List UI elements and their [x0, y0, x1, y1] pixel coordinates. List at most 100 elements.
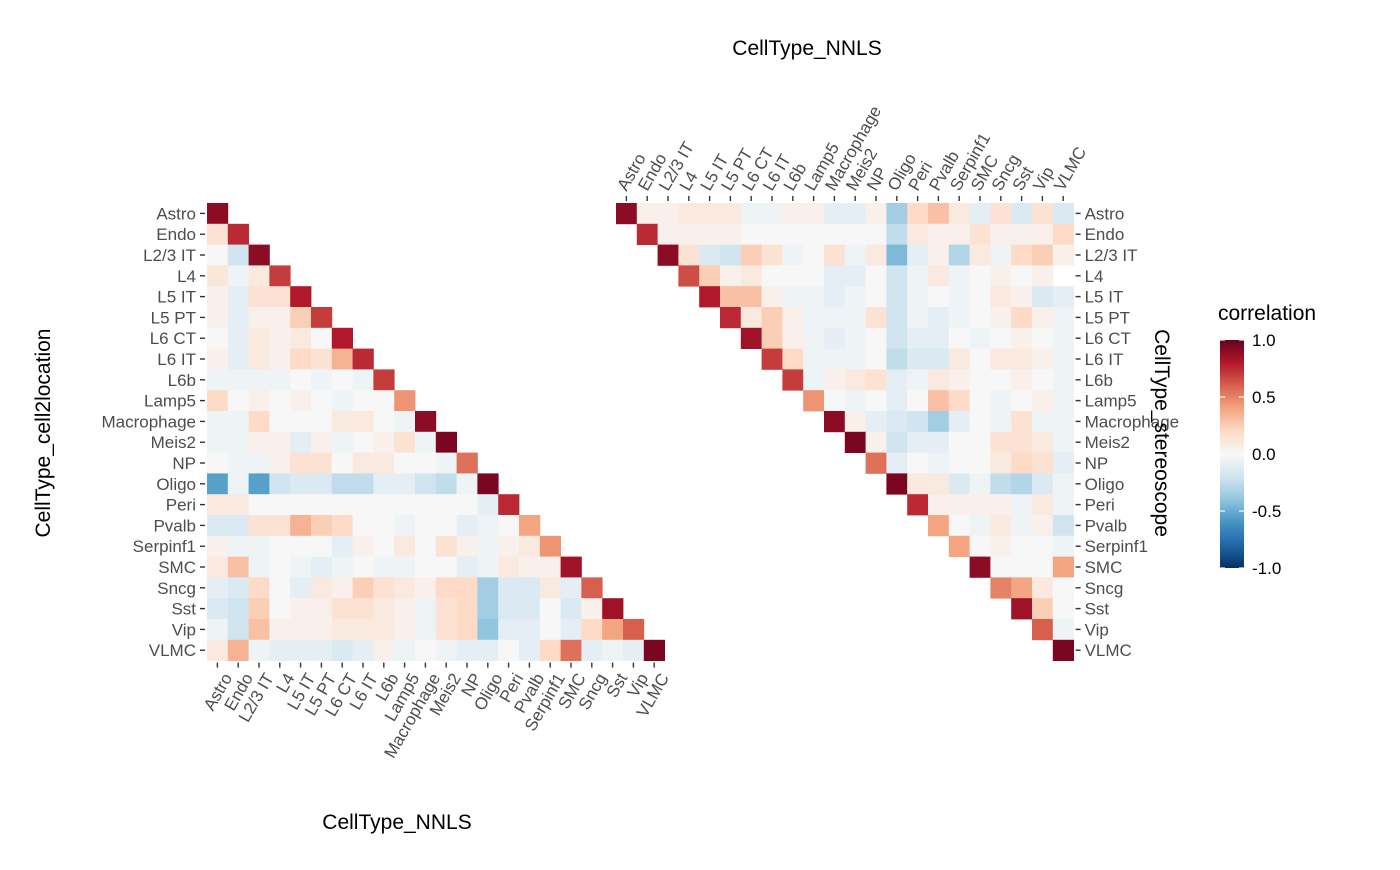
right-cell-l2-3-it-macrophage — [824, 244, 846, 266]
right-cell-l5-pt-vlmc — [1052, 307, 1074, 329]
left-cell-l2-3-it-endo — [227, 244, 249, 266]
right-cell-oligo-sncg — [990, 473, 1012, 495]
left-cell-l6b-l5-it — [290, 369, 312, 391]
legend-tick-label: -0.5 — [1252, 502, 1281, 521]
right-ytick-label: Endo — [1085, 225, 1125, 244]
legend-title: correlation — [1218, 302, 1316, 325]
right-cell-l6-it-sncg — [990, 348, 1012, 370]
right-cell-l5-it-peri — [907, 286, 929, 308]
right-cell-astro-macrophage — [824, 203, 846, 225]
left-cell-lamp5-lamp5 — [394, 390, 416, 412]
right-cell-l2-3-it-oligo — [886, 244, 908, 266]
left-ytick-label: Sst — [171, 600, 196, 619]
left-cell-vip-meis2 — [435, 619, 457, 641]
left-cell-np-l5-it — [290, 452, 312, 474]
right-cell-l6b-vip — [1032, 369, 1054, 391]
left-cell-l6-ct-l4 — [269, 327, 291, 349]
left-cell-macrophage-l2-3-it — [248, 411, 270, 433]
right-cell-l5-it-vlmc — [1052, 286, 1074, 308]
left-cell-macrophage-l4 — [269, 411, 291, 433]
left-cell-smc-l6-ct — [331, 556, 353, 578]
right-cell-peri-sst — [1011, 494, 1033, 516]
left-ytick-label: L5 IT — [157, 288, 196, 307]
right-cell-l5-it-smc — [969, 286, 991, 308]
right-cell-astro-lamp5 — [803, 203, 825, 225]
left-cell-meis2-l6-it — [352, 431, 374, 453]
right-cell-l6-ct-np — [865, 327, 887, 349]
left-cell-serpinf1-lamp5 — [394, 535, 416, 557]
right-cell-astro-l6-ct — [740, 203, 762, 225]
left-cell-endo-astro — [207, 223, 229, 245]
left-cell-serpinf1-serpinf1 — [539, 535, 561, 557]
right-cell-l5-it-pvalb — [928, 286, 950, 308]
left-cell-smc-oligo — [477, 556, 499, 578]
left-ytick-label: Peri — [166, 496, 196, 515]
right-cell-l6-it-vlmc — [1052, 348, 1074, 370]
right-cell-endo-l6-it — [761, 223, 783, 245]
left-cell-serpinf1-meis2 — [435, 535, 457, 557]
right-cell-l6b-lamp5 — [803, 369, 825, 391]
right-cell-smc-sst — [1011, 556, 1033, 578]
left-cell-vlmc-l6b — [373, 639, 395, 661]
left-cell-sst-pvalb — [519, 598, 541, 620]
left-cell-sst-l5-pt — [311, 598, 333, 620]
right-cell-l5-it-np — [865, 286, 887, 308]
right-cell-l5-it-macrophage — [824, 286, 846, 308]
right-ytick-label: L5 IT — [1085, 288, 1124, 307]
right-cell-l4-macrophage — [824, 265, 846, 287]
right-cell-meis2-sncg — [990, 431, 1012, 453]
right-cell-astro-sncg — [990, 203, 1012, 225]
left-cell-l6-ct-astro — [207, 327, 229, 349]
left-cell-meis2-meis2 — [435, 431, 457, 453]
left-cell-macrophage-l6-it — [352, 411, 374, 433]
right-cell-l4-l5-it — [699, 265, 721, 287]
left-cell-peri-astro — [207, 494, 229, 516]
left-cell-np-l4 — [269, 452, 291, 474]
left-cell-pvalb-astro — [207, 515, 229, 537]
right-cell-l6b-oligo — [886, 369, 908, 391]
right-cell-l6-it-pvalb — [928, 348, 950, 370]
left-cell-meis2-macrophage — [415, 431, 437, 453]
left-cell-sncg-endo — [227, 577, 249, 599]
left-cell-vip-np — [456, 619, 478, 641]
right-cell-l5-pt-lamp5 — [803, 307, 825, 329]
left-cell-l6-ct-l5-it — [290, 327, 312, 349]
left-cell-endo-endo — [227, 223, 249, 245]
left-cell-vip-macrophage — [415, 619, 437, 641]
left-cell-peri-l6-ct — [331, 494, 353, 516]
right-cell-l5-pt-l6-ct — [740, 307, 762, 329]
left-cell-peri-l2-3-it — [248, 494, 270, 516]
right-cell-l5-pt-peri — [907, 307, 929, 329]
right-cell-sst-vip — [1032, 598, 1054, 620]
right-cell-l5-it-l5-pt — [720, 286, 742, 308]
right-cell-l4-np — [865, 265, 887, 287]
left-cell-lamp5-l6b — [373, 390, 395, 412]
right-cell-l6-it-peri — [907, 348, 929, 370]
left-cell-oligo-l5-pt — [311, 473, 333, 495]
left-ytick-label: VLMC — [149, 641, 196, 660]
right-cell-peri-serpinf1 — [948, 494, 970, 516]
left-cell-meis2-l5-it — [290, 431, 312, 453]
left-cell-np-l6-ct — [331, 452, 353, 474]
left-cell-sst-sncg — [581, 598, 603, 620]
right-cell-l5-pt-l6b — [782, 307, 804, 329]
legend-tick-label: 0.0 — [1252, 445, 1276, 464]
left-cell-macrophage-macrophage — [415, 411, 437, 433]
left-cell-sst-peri — [498, 598, 520, 620]
right-cell-peri-peri — [907, 494, 929, 516]
left-cell-peri-l6b — [373, 494, 395, 516]
right-cell-astro-vlmc — [1052, 203, 1074, 225]
left-ytick-label: Sncg — [157, 579, 196, 598]
left-cell-l4-astro — [207, 265, 229, 287]
right-cell-l5-pt-l6-it — [761, 307, 783, 329]
left-cell-vip-peri — [498, 619, 520, 641]
right-cell-lamp5-smc — [969, 390, 991, 412]
left-cell-sncg-macrophage — [415, 577, 437, 599]
right-cell-pvalb-sst — [1011, 515, 1033, 537]
right-cell-l4-peri — [907, 265, 929, 287]
left-cell-l5-pt-l5-pt — [311, 307, 333, 329]
left-cell-peri-l6-it — [352, 494, 374, 516]
left-cell-serpinf1-peri — [498, 535, 520, 557]
left-cell-sst-lamp5 — [394, 598, 416, 620]
